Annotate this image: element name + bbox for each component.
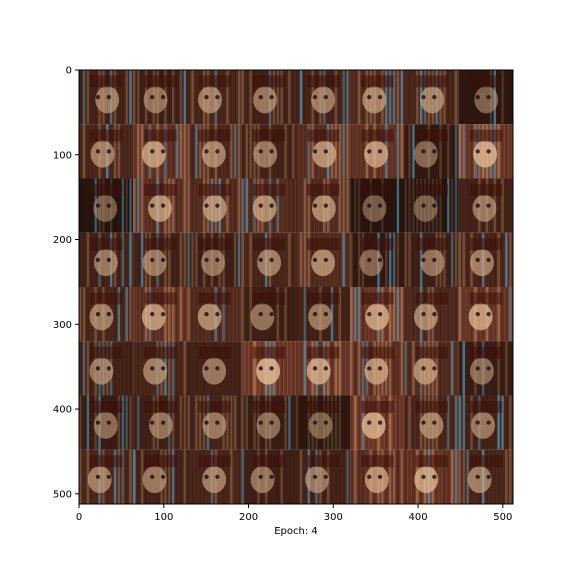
generated-image-tile <box>404 449 459 504</box>
generated-image-tile <box>350 70 405 125</box>
x-axis: 0 100 200 300 400 500 <box>76 504 512 523</box>
axes-frame <box>78 69 514 505</box>
generated-image-tile <box>241 341 296 396</box>
generated-image-tile <box>79 232 134 287</box>
generated-image-tile <box>350 232 405 287</box>
generated-image-tile <box>187 124 242 179</box>
generated-image-tile <box>79 287 134 342</box>
generated-image-tile <box>133 124 188 179</box>
y-axis: 0 100 200 300 400 500 <box>53 66 79 500</box>
generated-image-tile <box>296 70 351 125</box>
x-tick-label: 100 <box>154 512 173 523</box>
generated-image-tile <box>404 124 459 179</box>
generated-image-tile <box>458 232 513 287</box>
generated-image-tile <box>133 232 188 287</box>
generated-image-tile <box>296 341 351 396</box>
generated-image-tile <box>241 70 296 125</box>
x-tick-label: 400 <box>409 512 428 523</box>
generated-image-tile <box>350 341 405 396</box>
generated-image-tile <box>404 287 459 342</box>
generated-image-tile <box>296 124 351 179</box>
x-axis-label: Epoch: 4 <box>274 526 318 537</box>
generated-image-tile <box>458 124 513 179</box>
generated-image-tile <box>458 178 513 233</box>
generated-image-tile <box>350 124 405 179</box>
y-tick-label: 200 <box>53 235 72 246</box>
generated-image-tile <box>133 341 188 396</box>
generated-image-tile <box>458 449 513 504</box>
generated-image-tile <box>187 232 242 287</box>
generated-image-tile <box>241 232 296 287</box>
generated-image-tile <box>350 178 405 233</box>
generated-image-tile <box>79 449 134 504</box>
generated-image-tile <box>404 70 459 125</box>
x-tick-label: 200 <box>239 512 258 523</box>
generated-image-tile <box>241 395 296 450</box>
generated-image-tile <box>187 178 242 233</box>
generated-image-tile <box>350 449 405 504</box>
generated-image-tile <box>241 178 296 233</box>
generated-image-tile <box>404 395 459 450</box>
generated-image-tile <box>133 287 188 342</box>
generated-image-tile <box>133 449 188 504</box>
y-tick-label: 300 <box>53 320 72 331</box>
generated-image-tile <box>404 178 459 233</box>
generated-image-tile <box>296 287 351 342</box>
generated-image-tile <box>241 124 296 179</box>
generated-image-tile <box>133 395 188 450</box>
generated-image-tile <box>133 178 188 233</box>
generated-image-tile <box>79 70 134 125</box>
generated-image-tile <box>187 395 242 450</box>
generated-image-tile <box>79 395 134 450</box>
generated-image-tile <box>458 70 513 125</box>
x-tick-label: 0 <box>76 512 82 523</box>
x-tick-label: 300 <box>324 512 343 523</box>
y-tick-label: 500 <box>53 489 72 500</box>
generated-image-tile <box>350 287 405 342</box>
y-tick-label: 100 <box>53 150 72 161</box>
generated-image-tile <box>458 395 513 450</box>
generated-image-tile <box>187 70 242 125</box>
generated-image-tile <box>187 341 242 396</box>
generated-image-tile <box>458 287 513 342</box>
generated-image-tile <box>458 341 513 396</box>
x-tick-label: 500 <box>493 512 512 523</box>
generated-image-tile <box>133 70 188 125</box>
generated-image-tile <box>79 124 134 179</box>
generated-image-tile <box>404 232 459 287</box>
generated-image-tile <box>350 395 405 450</box>
generated-image-tile <box>187 287 242 342</box>
y-tick-label: 400 <box>53 405 72 416</box>
generated-image-tile <box>241 287 296 342</box>
generated-image-tile <box>296 395 351 450</box>
generated-image-tile <box>241 449 296 504</box>
generated-image-tile <box>404 341 459 396</box>
generated-image-tile <box>79 178 134 233</box>
generated-image-tile <box>187 449 242 504</box>
generated-image-tile <box>296 178 351 233</box>
generated-image-tile <box>79 341 134 396</box>
generated-image-tile <box>296 232 351 287</box>
image-grid <box>79 70 513 504</box>
generated-image-tile <box>296 449 351 504</box>
y-tick-label: 0 <box>66 66 72 77</box>
